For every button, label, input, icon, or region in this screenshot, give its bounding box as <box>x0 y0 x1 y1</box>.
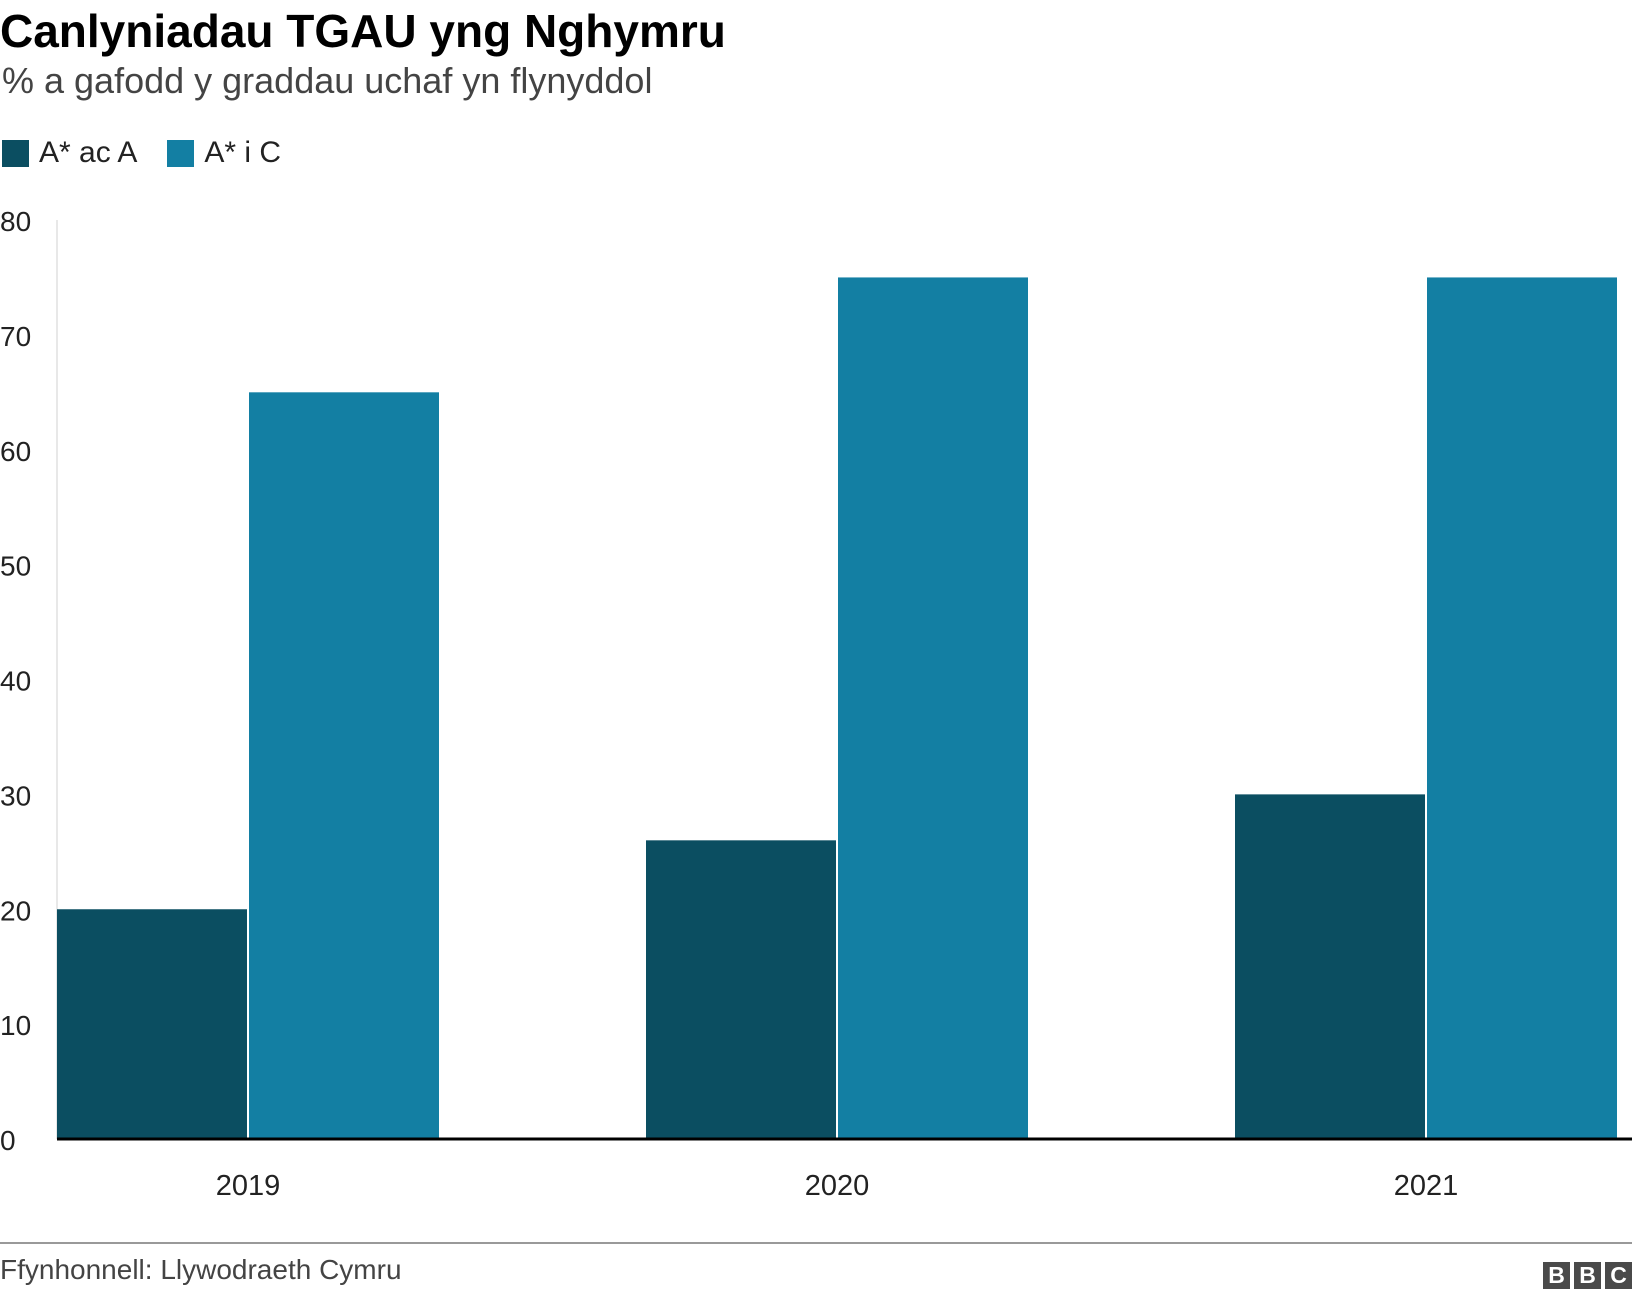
legend-item-a-star-ac-a: A* ac A <box>2 136 137 170</box>
legend: A* ac A A* i C <box>2 136 311 170</box>
x-tick-label-2020: 2020 <box>805 1170 870 1202</box>
bar-a-i-c-2019 <box>249 392 439 1139</box>
y-tick-label-70: 70 <box>0 321 31 352</box>
x-tick-label-2021: 2021 <box>1394 1170 1459 1202</box>
x-axis: 2019 2020 2021 <box>57 1137 1632 1202</box>
bbc-logo-block-2: B <box>1574 1262 1601 1289</box>
bar-a-ac-a-2019 <box>57 909 247 1139</box>
bbc-logo-block-3: C <box>1605 1262 1632 1289</box>
bbc-logo-block-1: B <box>1543 1262 1570 1289</box>
bars <box>57 277 1617 1139</box>
y-tick-label-40: 40 <box>0 666 31 697</box>
source-divider <box>0 1242 1632 1244</box>
bar-a-i-c-2020 <box>838 277 1028 1139</box>
y-tick-label-80: 80 <box>0 206 31 237</box>
y-tick-label-0: 0 <box>0 1125 16 1156</box>
bar-a-i-c-2021 <box>1427 277 1617 1139</box>
y-tick-label-20: 20 <box>0 895 31 926</box>
y-tick-label-10: 10 <box>0 1010 31 1041</box>
chart-subtitle: % a gafodd y graddau uchaf yn flynyddol <box>2 60 653 101</box>
y-tick-label-60: 60 <box>0 436 31 467</box>
bar-chart: 0 10 20 30 40 50 60 70 80 2019 2020 2021 <box>0 206 1632 1202</box>
y-tick-label-50: 50 <box>0 551 31 582</box>
legend-label-a-star-ac-a: A* ac A <box>39 136 138 169</box>
legend-swatch-a-star-i-c <box>167 139 195 167</box>
x-tick-label-2019: 2019 <box>216 1170 281 1202</box>
bar-a-ac-a-2020 <box>646 840 836 1139</box>
y-tick-label-30: 30 <box>0 780 31 811</box>
legend-item-a-star-i-c: A* i C <box>167 136 281 170</box>
chart-title: Canlyniadau TGAU yng Nghymru <box>0 5 726 57</box>
bar-a-ac-a-2021 <box>1235 794 1425 1139</box>
legend-swatch-a-star-ac-a <box>2 139 29 167</box>
source-text: Ffynhonnell: Llywodraeth Cymru <box>0 1254 402 1285</box>
legend-label-a-star-i-c: A* i C <box>204 136 282 169</box>
bbc-logo: B B C <box>1539 1262 1632 1289</box>
y-axis: 0 10 20 30 40 50 60 70 80 <box>0 206 58 1156</box>
